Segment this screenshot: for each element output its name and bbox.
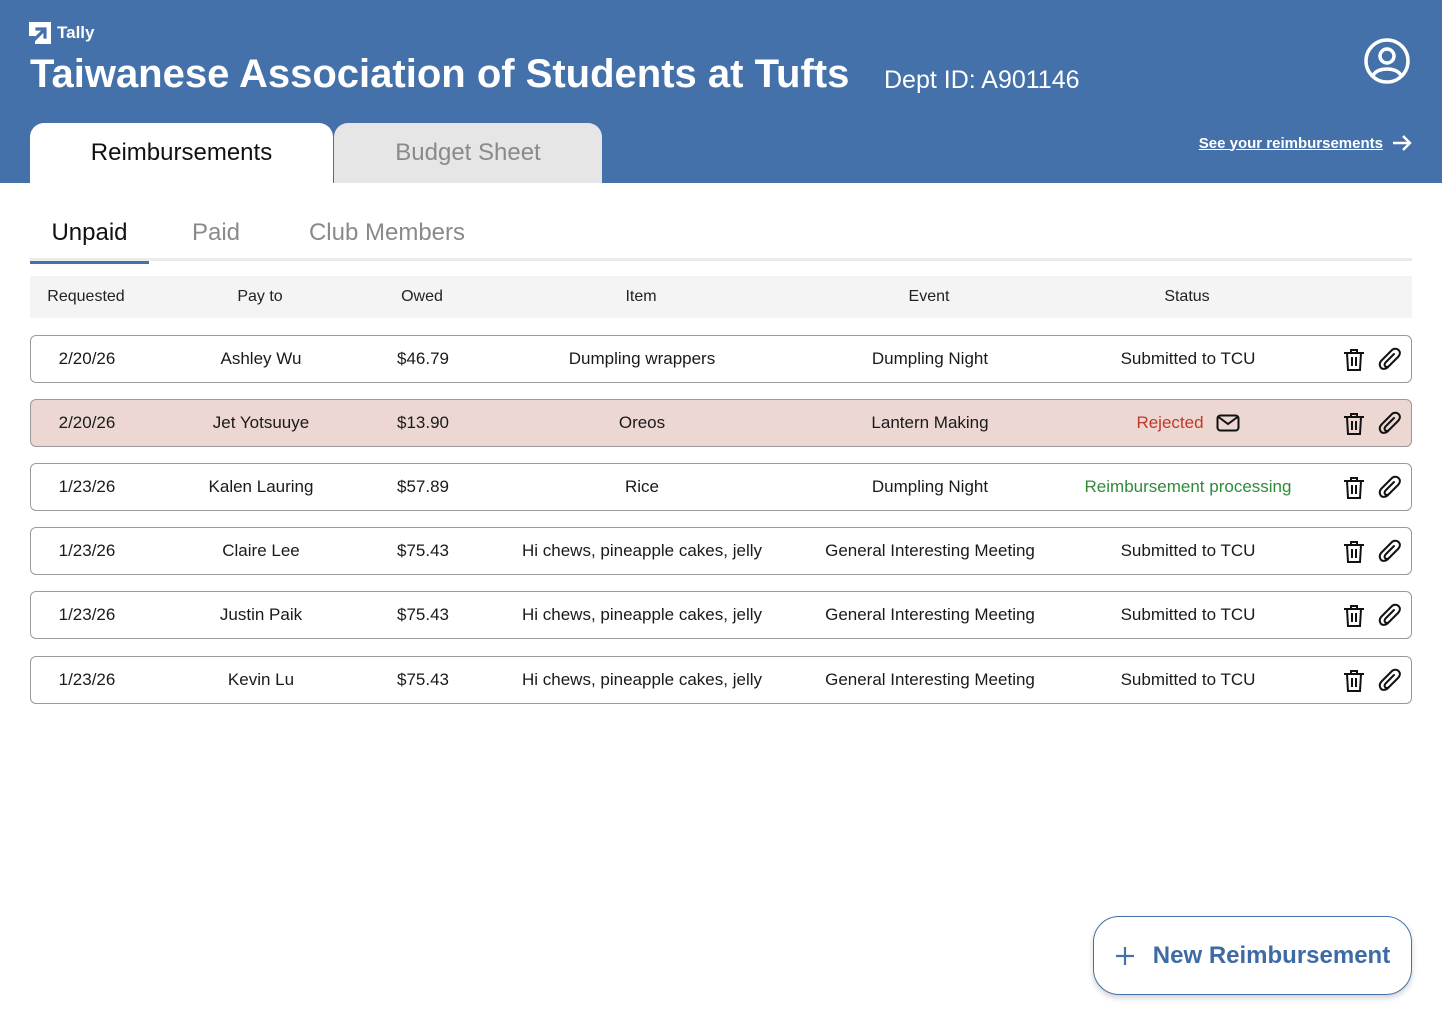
tab-paid[interactable]: Paid [191, 219, 241, 246]
trash-icon[interactable] [1343, 348, 1365, 372]
cell-requested: 1/23/26 [58, 477, 116, 496]
paperclip-icon[interactable] [1378, 347, 1402, 373]
brand[interactable]: Tally [29, 22, 94, 44]
column-owed[interactable]: Owed [401, 288, 443, 305]
see-reimbursements-label: See your reimbursements [1198, 134, 1383, 152]
status-text: Rejected [1136, 413, 1204, 432]
cell-owed: $13.90 [397, 413, 449, 432]
paperclip-icon[interactable] [1378, 603, 1402, 629]
cell-status: Submitted to TCU [1071, 592, 1305, 638]
cell-pay-to: Jet Yotsuuye [212, 413, 310, 432]
cell-status: Submitted to TCU [1071, 657, 1305, 703]
tab-club-members[interactable]: Club Members [308, 219, 466, 246]
user-circle-icon[interactable] [1363, 37, 1411, 85]
cell-event: Lantern Making [871, 413, 989, 432]
cell-item: Rice [624, 477, 659, 496]
cell-item: Hi chews, pineapple cakes, jelly [521, 541, 762, 560]
page-title: Taiwanese Association of Students at Tuf… [30, 52, 850, 96]
table-row[interactable]: 2/20/26 Ashley Wu $46.79 Dumpling wrappe… [30, 335, 1412, 383]
cell-requested: 1/23/26 [58, 605, 116, 624]
table-header: Requested Pay to Owed Item Event Status [30, 276, 1412, 318]
cell-event: General Interesting Meeting [825, 541, 1035, 560]
status-text: Submitted to TCU [1120, 670, 1256, 689]
tab-unpaid[interactable]: Unpaid [30, 205, 149, 264]
cell-status: Submitted to TCU [1071, 528, 1305, 574]
cell-pay-to: Justin Paik [219, 605, 303, 624]
cell-item: Hi chews, pineapple cakes, jelly [521, 670, 762, 689]
status-text: Submitted to TCU [1120, 349, 1256, 368]
cell-event: Dumpling Night [871, 349, 989, 368]
cell-pay-to: Ashley Wu [220, 349, 302, 368]
cell-item: Hi chews, pineapple cakes, jelly [521, 605, 762, 624]
cell-event: General Interesting Meeting [825, 605, 1035, 624]
status-text: Submitted to TCU [1120, 541, 1256, 560]
brand-name: Tally [57, 23, 95, 42]
plus-icon [1115, 946, 1134, 965]
status-text: Submitted to TCU [1120, 605, 1256, 624]
cell-event: General Interesting Meeting [825, 670, 1035, 689]
cell-item: Dumpling wrappers [568, 349, 716, 368]
cell-pay-to: Kalen Lauring [208, 477, 314, 496]
column-status[interactable]: Status [1164, 288, 1210, 305]
trash-icon[interactable] [1343, 540, 1365, 564]
cell-requested: 1/23/26 [58, 541, 116, 560]
cell-pay-to: Kevin Lu [227, 670, 295, 689]
table-row[interactable]: 2/20/26 Jet Yotsuuye $13.90 Oreos Lanter… [30, 399, 1412, 447]
dept-id: Dept ID: A901146 [884, 66, 1080, 94]
see-reimbursements-link[interactable]: See your reimbursements [1199, 134, 1413, 152]
trash-icon[interactable] [1343, 412, 1365, 436]
column-event[interactable]: Event [908, 288, 950, 305]
tab-reimbursements[interactable]: Reimbursements [30, 123, 333, 183]
trash-icon[interactable] [1343, 669, 1365, 693]
cell-owed: $75.43 [397, 605, 449, 624]
cell-status: Rejected [1071, 400, 1305, 446]
new-reimbursement-button[interactable]: New Reimbursement [1093, 916, 1412, 995]
cell-requested: 2/20/26 [58, 413, 116, 432]
cell-event: Dumpling Night [871, 477, 989, 496]
new-reimbursement-label: New Reimbursement [1152, 941, 1391, 969]
status-text: Reimbursement processing [1084, 477, 1292, 496]
paperclip-icon[interactable] [1378, 475, 1402, 501]
cell-owed: $75.43 [397, 541, 449, 560]
cell-pay-to: Claire Lee [222, 541, 300, 560]
column-item[interactable]: Item [625, 288, 657, 305]
cell-owed: $75.43 [397, 670, 449, 689]
paperclip-icon[interactable] [1378, 668, 1402, 694]
paperclip-icon[interactable] [1378, 539, 1402, 565]
cell-status: Reimbursement processing [1071, 464, 1305, 510]
table-row[interactable]: 1/23/26 Justin Paik $75.43 Hi chews, pin… [30, 591, 1412, 639]
cell-owed: $46.79 [397, 349, 449, 368]
column-requested[interactable]: Requested [47, 288, 125, 305]
table-row[interactable]: 1/23/26 Kevin Lu $75.43 Hi chews, pineap… [30, 656, 1412, 704]
cell-item: Oreos [618, 413, 666, 432]
cell-owed: $57.89 [397, 477, 449, 496]
paperclip-icon[interactable] [1378, 411, 1402, 437]
cell-requested: 2/20/26 [58, 349, 116, 368]
trash-icon[interactable] [1343, 476, 1365, 500]
arrow-logo-icon [29, 22, 51, 44]
table-row[interactable]: 1/23/26 Kalen Lauring $57.89 Rice Dumpli… [30, 463, 1412, 511]
trash-icon[interactable] [1343, 604, 1365, 628]
mail-icon[interactable] [1216, 414, 1240, 432]
header: Tally Taiwanese Association of Students … [0, 0, 1442, 183]
sub-tabs: Unpaid Paid Club Members [30, 205, 1412, 264]
cell-status: Submitted to TCU [1071, 336, 1305, 382]
column-pay-to[interactable]: Pay to [237, 288, 283, 305]
arrow-right-icon [1393, 135, 1412, 151]
table-row[interactable]: 1/23/26 Claire Lee $75.43 Hi chews, pine… [30, 527, 1412, 575]
tab-budget-sheet[interactable]: Budget Sheet [334, 123, 602, 183]
cell-requested: 1/23/26 [58, 670, 116, 689]
